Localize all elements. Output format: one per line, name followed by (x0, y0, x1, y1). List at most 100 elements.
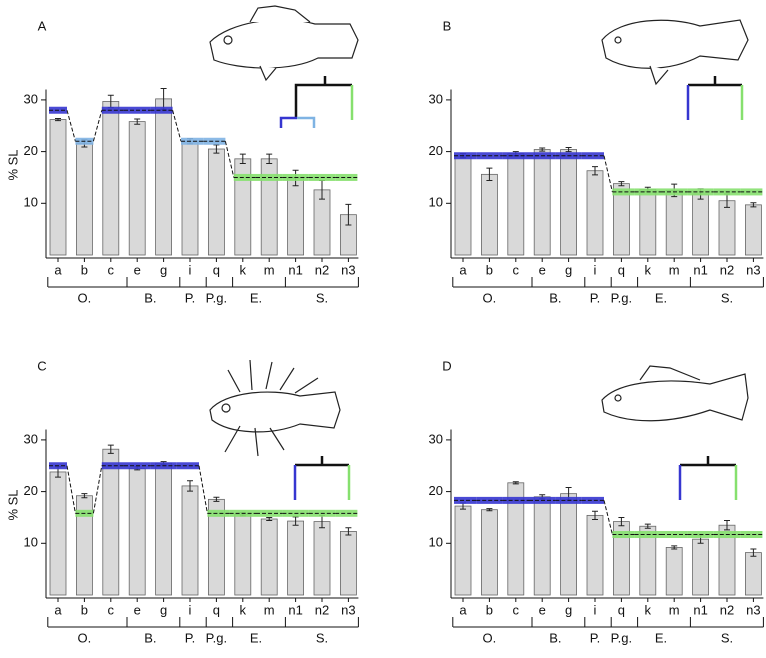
x-tick-label: n2 (720, 262, 734, 277)
bar (287, 520, 305, 596)
group-label: P. (185, 630, 196, 645)
x-tick-label: k (240, 262, 247, 277)
x-tick-label: k (645, 262, 652, 277)
group-label: B. (144, 630, 156, 645)
error-bar (266, 516, 273, 522)
bar (49, 471, 67, 596)
bar (181, 485, 199, 596)
x-tick-label: k (240, 602, 247, 617)
error-bar (671, 545, 678, 550)
error-bar (724, 520, 730, 531)
bar (745, 204, 762, 256)
fit-band (150, 106, 173, 114)
bar (49, 119, 67, 256)
error-bar (213, 496, 220, 502)
bar (560, 493, 577, 596)
fit-band (581, 496, 604, 504)
y-tick-label: 30 (429, 91, 443, 106)
x-tick-label: m (669, 262, 680, 277)
fit-band (612, 188, 635, 196)
group-label: E. (250, 630, 262, 645)
bar (155, 98, 173, 256)
x-tick-label: b (81, 602, 88, 617)
x-tick-label: b (81, 262, 88, 277)
error-bar (486, 167, 493, 182)
group-label: P. (185, 290, 196, 305)
fit-band (203, 137, 226, 145)
y-tick-label: 30 (429, 431, 443, 446)
fit-band (454, 152, 477, 160)
x-tick-label: n1 (288, 262, 302, 277)
fit-band (101, 462, 124, 470)
bar (692, 538, 709, 596)
fit-connector (66, 110, 76, 142)
error-bar (266, 153, 273, 164)
group-label: S. (316, 630, 328, 645)
x-tick-label: g (565, 262, 572, 277)
panel: D 10 20 30 a b c e g i q k m n1 n2 n3 O. B. P. P.g. E. S. (429, 358, 764, 645)
y-tick-label: 20 (429, 143, 443, 158)
x-tick-label: q (618, 262, 625, 277)
bar (665, 547, 683, 596)
fish-c (209, 359, 341, 457)
error-bar (592, 510, 598, 521)
fit-connector (172, 110, 182, 142)
y-tick-label: 20 (24, 143, 38, 158)
bar (480, 173, 498, 256)
bar (560, 149, 577, 256)
group-label: O. (483, 290, 497, 305)
bar (76, 142, 93, 256)
panel-label: A (38, 18, 47, 33)
bar (507, 153, 525, 256)
x-tick-label: n2 (720, 602, 734, 617)
fit-band (233, 173, 256, 181)
x-tick-label: a (459, 602, 467, 617)
x-tick-label: e (134, 262, 141, 277)
bar (692, 193, 709, 256)
x-tick-label: a (54, 602, 62, 617)
x-tick-label: e (134, 602, 141, 617)
error-bar (486, 508, 493, 512)
bar (533, 496, 551, 596)
group-label: E. (250, 290, 262, 305)
error-bar (565, 146, 572, 153)
bar (260, 518, 278, 596)
bar (586, 514, 604, 596)
error-bar (134, 118, 141, 125)
x-tick-label: e (539, 262, 546, 277)
bar (155, 462, 173, 596)
bar (454, 505, 472, 596)
x-tick-label: n3 (746, 602, 760, 617)
panel: C % SL 10 20 30 a b c e g i q k m n1 n2 n3 O. B. P. P.g. E. S. (5, 358, 359, 645)
bar (533, 149, 551, 256)
y-tick-label: 20 (24, 483, 38, 498)
group-label: O. (483, 630, 497, 645)
y-axis-label: % SL (5, 489, 20, 520)
bar (207, 148, 225, 256)
x-tick-label: n2 (315, 602, 329, 617)
group-label: P. (590, 630, 601, 645)
x-tick-label: c (513, 262, 520, 277)
x-tick-label: i (189, 262, 192, 277)
fit-connector (603, 500, 613, 535)
y-tick-label: 20 (429, 483, 443, 498)
error-bar (107, 444, 114, 454)
group-label: B. (144, 290, 156, 305)
error-bar (213, 144, 220, 154)
x-tick-label: i (594, 262, 597, 277)
error-bar (345, 527, 352, 536)
y-tick-label: 10 (24, 195, 38, 210)
group-label: E. (655, 630, 667, 645)
bar (234, 158, 252, 256)
x-tick-label: i (594, 602, 597, 617)
fit-band (740, 188, 763, 196)
x-tick-label: m (264, 262, 275, 277)
tree-c (293, 456, 351, 500)
tree-b (686, 76, 744, 120)
error-bar (592, 166, 598, 176)
bar (665, 189, 683, 256)
x-tick-label: k (645, 602, 652, 617)
fish-d (601, 365, 749, 422)
x-tick-label: n3 (341, 262, 355, 277)
